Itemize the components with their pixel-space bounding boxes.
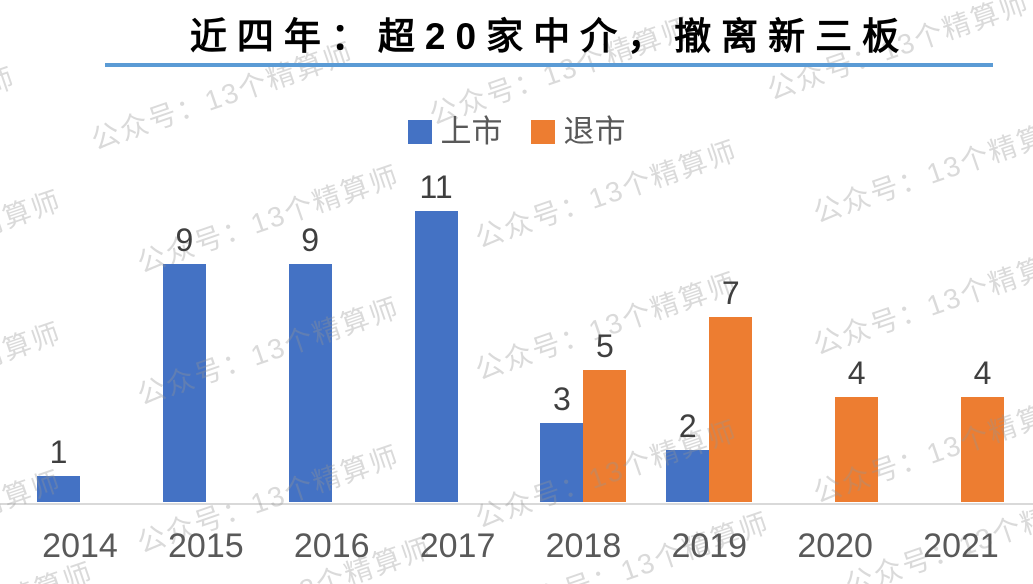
bar-listed-2015	[162, 264, 206, 502]
bar-value-label-listed-2018: 3	[553, 381, 571, 417]
bar-value-label-delisted-2018: 5	[596, 328, 614, 364]
bar-value-label-listed-2019: 2	[678, 408, 697, 444]
bar-delisted-2021	[960, 397, 1004, 502]
x-axis-label-2019: 2019	[671, 527, 748, 565]
bar-value-label-listed-2014: 1	[49, 434, 68, 470]
x-axis-line	[0, 503, 1033, 505]
title-underline	[105, 63, 993, 67]
x-axis-label-2017: 2017	[419, 527, 496, 565]
x-axis-label-2021: 2021	[923, 527, 999, 565]
bar-value-label-delisted-2020: 4	[847, 355, 866, 391]
legend-label-listed: 上市	[440, 114, 503, 149]
bar-listed-2019	[666, 450, 710, 502]
chart-title: 近四年：超20家中介，撤离新三板	[189, 16, 910, 57]
bar-listed-2014	[37, 476, 80, 502]
legend-swatch-delisted	[530, 120, 555, 144]
x-axis-label-2014: 2014	[42, 527, 118, 565]
x-axis-label-2020: 2020	[797, 527, 873, 565]
bar-listed-2016	[288, 264, 332, 502]
x-axis-label-2018: 2018	[545, 527, 622, 565]
bar-value-label-delisted-2021: 4	[973, 355, 992, 391]
legend: 上市 退市	[0, 116, 1033, 148]
bar-delisted-2019	[709, 317, 753, 502]
bar-value-label-listed-2017: 11	[419, 169, 453, 205]
bar-value-label-delisted-2019: 7	[721, 275, 740, 311]
legend-swatch-listed	[407, 120, 432, 144]
bar-value-label-listed-2015: 9	[175, 222, 194, 258]
x-axis-label-2016: 2016	[293, 527, 370, 565]
bar-delisted-2020	[835, 397, 879, 502]
bar-delisted-2018	[583, 370, 627, 502]
legend-label-delisted: 退市	[563, 114, 626, 149]
bar-listed-2017	[414, 211, 458, 502]
bar-value-label-listed-2016: 9	[301, 222, 320, 258]
bar-listed-2018	[540, 423, 584, 502]
x-axis-label-2015: 2015	[168, 527, 244, 565]
